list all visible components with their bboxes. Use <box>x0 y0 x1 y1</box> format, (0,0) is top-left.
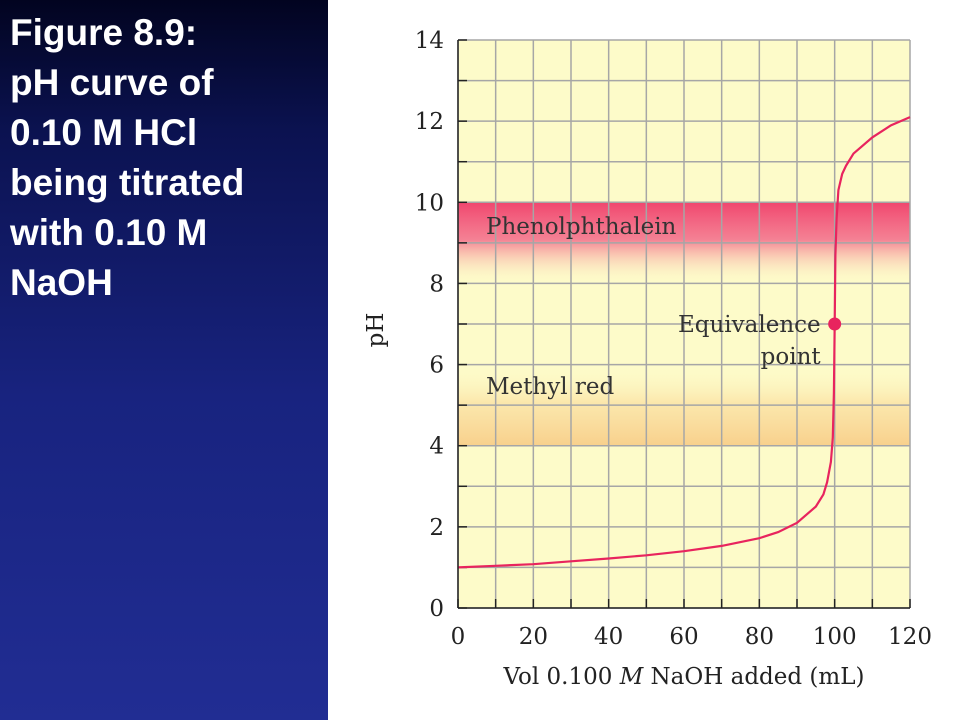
equivalence-point-marker <box>828 317 842 331</box>
y-tick-label: 2 <box>429 515 444 541</box>
y-tick-label: 6 <box>429 353 444 379</box>
x-tick-label: 0 <box>451 624 466 650</box>
equivalence-point-label: point <box>761 344 822 370</box>
methyl-red-label: Methyl red <box>486 374 614 400</box>
x-axis-label: Vol 0.100 M NaOH added (mL) <box>503 664 865 690</box>
y-tick-label: 0 <box>429 596 444 622</box>
x-axis-label-suffix: NaOH added (mL) <box>643 664 864 690</box>
caption-line: with 0.10 M <box>10 212 208 253</box>
phenolphthalein-label: Phenolphthalein <box>486 214 677 240</box>
caption-line: pH curve of <box>10 62 214 103</box>
x-tick-label: 20 <box>519 624 548 650</box>
y-tick-label: 12 <box>415 109 444 135</box>
y-tick-label: 4 <box>429 434 444 460</box>
x-tick-labels: 0 20 40 60 80 100 120 <box>451 624 932 650</box>
y-axis-label: pH <box>363 313 389 348</box>
y-tick-labels: 0 2 4 6 8 10 12 14 <box>415 28 444 622</box>
caption-line: NaOH <box>10 262 113 303</box>
x-tick-label: 100 <box>813 624 857 650</box>
y-tick-label: 10 <box>415 190 444 216</box>
y-tick-label: 8 <box>429 271 444 297</box>
x-tick-label: 60 <box>669 624 698 650</box>
figure-caption: Figure 8.9: pH curve of 0.10 M HCl being… <box>10 8 322 308</box>
ph-curve-line <box>457 116 911 569</box>
ph-titration-chart: 0 2 4 6 8 10 12 14 0 20 40 60 80 100 120 Phenolphthal… <box>363 28 932 690</box>
x-tick-label: 120 <box>888 624 932 650</box>
x-tick-label: 80 <box>745 624 774 650</box>
y-tick-label: 14 <box>415 28 444 54</box>
x-tick-label: 40 <box>594 624 623 650</box>
caption-line: Figure 8.9: <box>10 12 198 53</box>
caption-line: 0.10 M HCl <box>10 112 198 153</box>
caption-line: being titrated <box>10 162 245 203</box>
x-axis-label-unit: M <box>619 664 645 690</box>
caption-panel: Figure 8.9: pH curve of 0.10 M HCl being… <box>0 0 328 720</box>
x-axis-label-prefix: Vol 0.100 <box>503 664 620 690</box>
equivalence-label: Equivalence <box>678 312 821 338</box>
